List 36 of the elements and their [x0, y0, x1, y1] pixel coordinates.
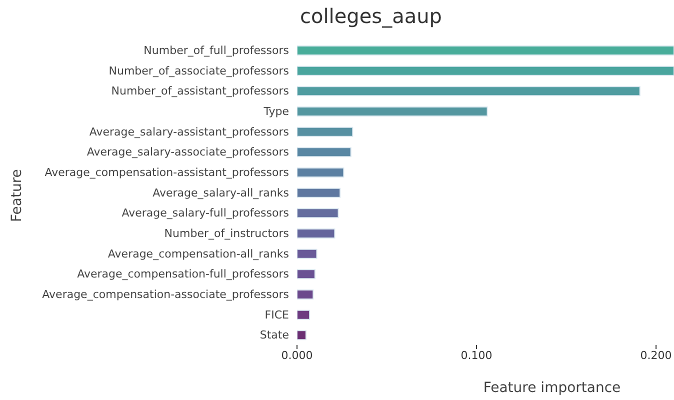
y-tick-label: Number_of_assistant_professors — [111, 84, 290, 98]
bar — [297, 188, 341, 198]
y-tick-label: State — [260, 328, 290, 342]
y-tick-label: Average_compensation-all_ranks — [108, 247, 290, 260]
x-tick-label: 0.000 — [281, 348, 313, 362]
bar — [297, 46, 674, 56]
y-tick-label: Average_salary-assistant_professors — [89, 125, 290, 138]
bar — [297, 66, 674, 76]
x-tick-label: 0.200 — [640, 348, 672, 362]
chart-title: colleges_aaup — [300, 4, 442, 28]
y-tick-label: Average_salary-associate_professors — [86, 146, 290, 159]
bar — [297, 290, 314, 300]
bar — [297, 86, 640, 96]
bar — [297, 330, 306, 340]
bar — [297, 147, 352, 158]
y-tick-label: Number_of_associate_professors — [108, 64, 290, 78]
y-tick-label: Number_of_full_professors — [144, 44, 290, 58]
y-axis-title: Feature — [9, 169, 25, 222]
x-tick-label: 0.100 — [460, 348, 492, 362]
y-tick-label: Number_of_instructors — [164, 227, 290, 240]
y-tick-label: Type — [262, 105, 290, 118]
bar — [297, 106, 488, 116]
bar — [297, 248, 318, 259]
bar — [297, 168, 344, 178]
bar — [297, 126, 354, 137]
y-tick-label: Average_compensation-assistant_professors — [44, 166, 290, 180]
bar — [297, 228, 336, 238]
bar — [297, 310, 310, 320]
y-tick-label: Average_compensation-associate_professors — [42, 288, 290, 302]
bar — [297, 208, 339, 218]
y-tick-label: FICE — [264, 308, 290, 322]
x-axis-title: Feature importance — [482, 380, 622, 396]
bar — [297, 269, 316, 280]
y-tick-label: Average_salary-all_ranks — [152, 186, 290, 200]
y-tick-label: Average_salary-full_professors — [122, 206, 290, 220]
y-tick-label: Average_compensation-full_professors — [77, 268, 290, 281]
